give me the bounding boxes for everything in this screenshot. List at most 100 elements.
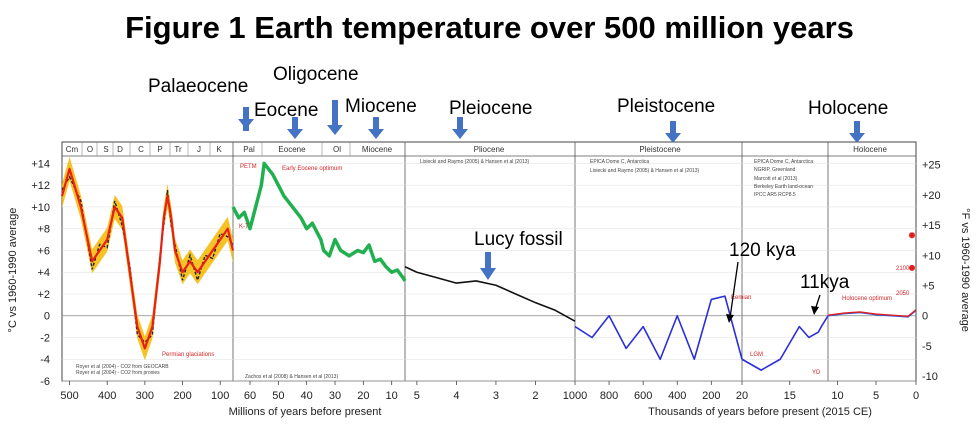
- pointer-head: [726, 314, 734, 323]
- y-tick-label-left: -4: [40, 354, 50, 366]
- x-tick-label: 4: [453, 390, 459, 402]
- event-annotation: Eemian: [731, 295, 751, 301]
- annotation-holocene: Holocene: [808, 98, 889, 119]
- x-tick-label: 200: [173, 390, 191, 402]
- annotation-eocene: Eocene: [254, 100, 319, 121]
- pointer-head: [811, 306, 819, 315]
- y-tick-label-right: 0: [922, 311, 928, 323]
- x-tick-label: 400: [98, 390, 116, 402]
- x-tick-label: 30: [329, 390, 341, 402]
- y-tick-label-left: -2: [40, 332, 50, 344]
- y-tick-label-right: +25: [922, 160, 941, 172]
- block-arrow-shaft: [292, 117, 298, 129]
- x-tick-label: 600: [634, 390, 652, 402]
- y-tick-label-left: +6: [37, 245, 50, 257]
- x-tick-label: 20: [736, 390, 748, 402]
- block-arrow-shaft: [457, 117, 463, 129]
- legend-text: Lisiecki and Raymo (2005) & Hansen et al…: [420, 159, 530, 165]
- x-tick-label: 400: [668, 390, 686, 402]
- block-arrow-shaft: [332, 100, 338, 130]
- y-tick-label-right: +10: [922, 250, 941, 262]
- era-label: P: [157, 145, 162, 154]
- block-arrow-shaft: [670, 121, 676, 133]
- y-tick-label-left: +4: [37, 267, 50, 279]
- y-tick-label-left: +12: [31, 180, 50, 192]
- block-arrow-head: [480, 268, 496, 280]
- legend-text: Zachos et al (2008) & Hansen et al (2013…: [245, 374, 338, 380]
- x-tick-label: 300: [136, 390, 154, 402]
- block-arrow-shaft: [373, 117, 379, 129]
- legend-text: Royer et al (2004) - CO2 from GEOCARB: [76, 364, 169, 370]
- series-pleistocene: [574, 295, 743, 361]
- event-annotation: 2050: [896, 291, 910, 297]
- block-arrow-shaft: [485, 252, 491, 268]
- annotation-miocene: Miocene: [345, 96, 417, 117]
- block-arrow-head: [849, 133, 865, 143]
- y-tick-label-left: -6: [40, 376, 50, 388]
- x-tick-label: 200: [702, 390, 720, 402]
- event-annotation: K-T: [239, 224, 249, 230]
- x-tick-label: 100: [211, 390, 229, 402]
- figure-title: Figure 1 Earth temperature over 500 mill…: [125, 10, 854, 45]
- x-tick-label: 50: [272, 390, 284, 402]
- y-tick-label-right: +20: [922, 190, 941, 202]
- y-axis-label-left: °C vs 1960-1990 average: [7, 208, 19, 333]
- annotation-11-kya: 11kya: [800, 272, 850, 293]
- block-arrow-shaft: [854, 121, 860, 133]
- era-label: Miocene: [362, 145, 393, 154]
- block-arrow-shaft: [243, 107, 249, 131]
- era-label: C: [138, 145, 144, 154]
- phanerozoic-band: [62, 156, 233, 361]
- era-label: J: [197, 145, 201, 154]
- series-proxy-dashed: [61, 175, 234, 344]
- era-label: Holocene: [853, 145, 887, 154]
- block-arrow-head: [452, 129, 468, 139]
- era-label: K: [216, 145, 222, 154]
- y-tick-label-right: -10: [922, 371, 938, 383]
- x-tick-label: 15: [784, 390, 796, 402]
- legend-text: Berkeley Earth land-ocean: [754, 184, 813, 190]
- era-label: S: [103, 145, 108, 154]
- annotation-lucy-fossil: Lucy fossil: [474, 229, 563, 250]
- era-label: Pliocene: [474, 145, 505, 154]
- annotation-oligocene: Oligocene: [273, 64, 359, 85]
- legend-text: EPICA Dome C, Antarctica: [754, 159, 813, 165]
- series-cenozoic: [231, 161, 407, 282]
- block-arrow-head: [368, 129, 384, 139]
- x-tick-label: 0: [913, 390, 919, 402]
- y-tick-label-left: +2: [37, 289, 50, 301]
- x-tick-label: 20: [357, 390, 369, 402]
- x-tick-label: 10: [831, 390, 843, 402]
- projection-2050-dot: [909, 264, 915, 271]
- annotation-120-kya: 120 kya: [729, 240, 796, 261]
- x-tick-label: 500: [60, 390, 78, 402]
- projection-2100-dot: [909, 232, 915, 239]
- legend-text: IPCC AR5 RCP8.5: [754, 192, 796, 198]
- x-tick-label: 800: [600, 390, 618, 402]
- era-label: O: [87, 145, 93, 154]
- x-tick-label: 10: [386, 390, 398, 402]
- x-axis-label-kyr: Thousands of years before present (2015 …: [648, 406, 872, 418]
- era-label: Ol: [333, 145, 341, 154]
- event-annotation: PETM: [240, 164, 257, 170]
- y-tick-label-right: -5: [922, 341, 932, 353]
- event-annotation: LGM: [750, 352, 763, 358]
- y-tick-label-left: 0: [44, 311, 50, 323]
- x-tick-label: 60: [244, 390, 256, 402]
- annotation-palaeocene: Palaeocene: [148, 76, 249, 97]
- x-tick-label: 40: [301, 390, 313, 402]
- era-label: Pal: [243, 145, 255, 154]
- series-pliocene: [404, 266, 576, 322]
- legend-text: Lisiecki and Raymo (2005) & Hansen et al…: [590, 168, 700, 174]
- era-label: Tr: [174, 145, 182, 154]
- event-annotation: Permian glaciations: [162, 352, 214, 358]
- era-label: D: [117, 145, 123, 154]
- x-tick-label: 1000: [563, 390, 587, 402]
- era-label: Cm: [66, 145, 79, 154]
- event-annotation: Holocene optimum: [842, 296, 892, 302]
- y-tick-label-left: +10: [31, 202, 50, 214]
- x-tick-label: 5: [873, 390, 879, 402]
- y-tick-label-left: +8: [37, 224, 50, 236]
- series-marcott: [827, 309, 917, 317]
